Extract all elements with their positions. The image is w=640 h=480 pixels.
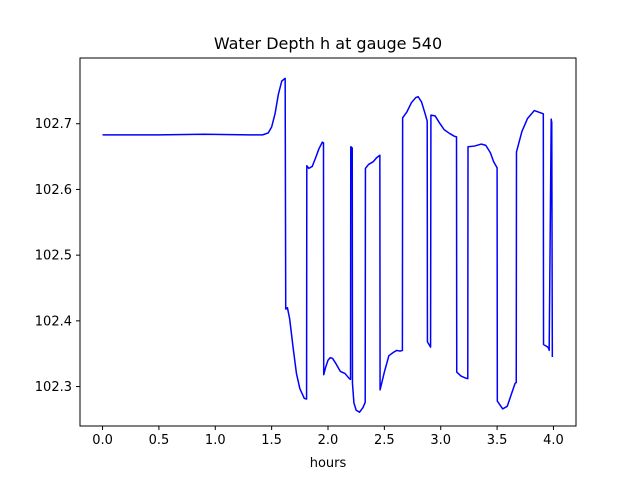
- y-tick-label: 102.6: [35, 183, 72, 198]
- y-tick-label: 102.7: [35, 117, 72, 132]
- y-tick-label: 102.5: [35, 249, 72, 264]
- x-tick-label: 0.0: [92, 433, 113, 448]
- x-tick-label: 3.0: [430, 433, 451, 448]
- x-tick-label: 1.5: [261, 433, 282, 448]
- series-line-0: [102, 77, 554, 413]
- x-tick-label: 0.5: [149, 433, 170, 448]
- y-tick-label: 102.4: [35, 314, 72, 329]
- chart-title: Water Depth h at gauge 540: [214, 34, 442, 53]
- x-tick-label: 1.0: [205, 433, 226, 448]
- x-tick-label: 2.5: [374, 433, 395, 448]
- y-axis: 102.3 102.4 102.5 102.6 102.7: [35, 117, 80, 395]
- x-tick-label: 3.5: [487, 433, 508, 448]
- plot-frame: [79, 57, 577, 427]
- y-tick-label: 102.3: [35, 380, 72, 395]
- data-layer: [102, 77, 554, 413]
- x-tick-label: 2.0: [318, 433, 339, 448]
- x-axis-label: hours: [310, 456, 347, 471]
- x-tick-label: 4.0: [543, 433, 564, 448]
- x-axis: 0.0 0.5 1.0 1.5 2.0 2.5 3.0 3.5 4.0: [92, 426, 564, 448]
